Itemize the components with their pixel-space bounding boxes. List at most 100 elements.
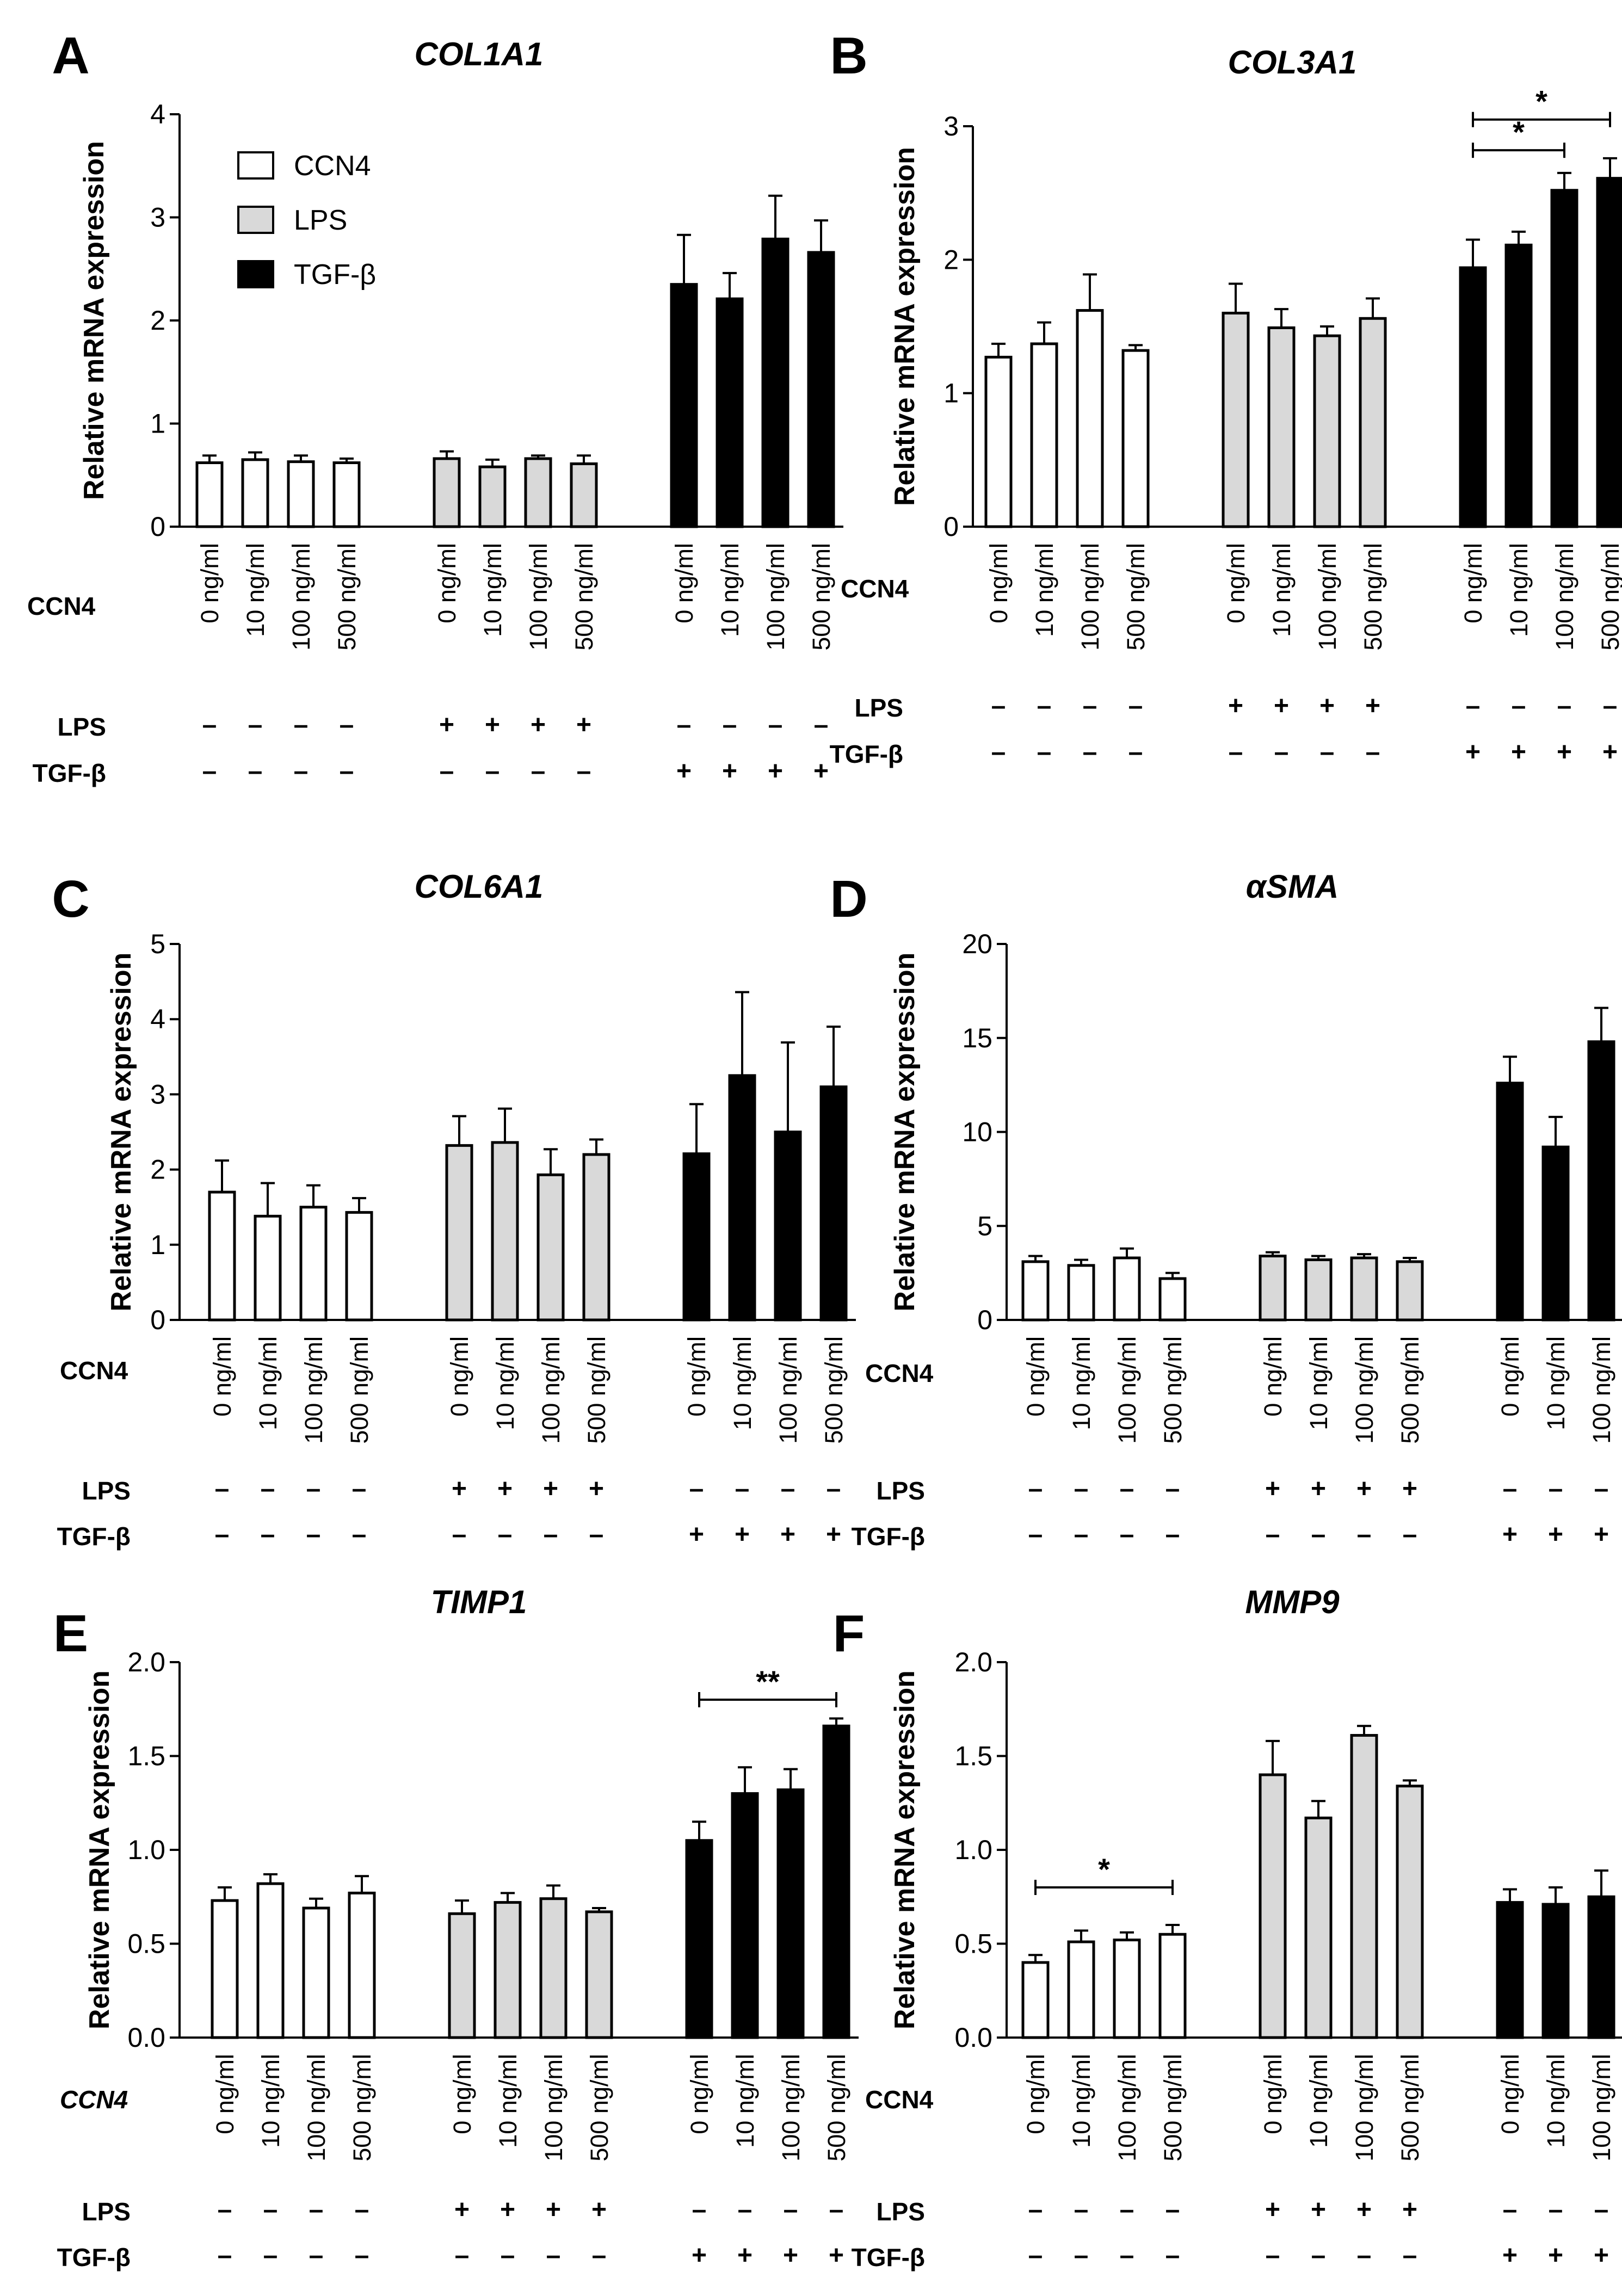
lps-indicator: – [1503, 1474, 1518, 1503]
bar [539, 1897, 568, 2039]
x-tick-label: 500 ng/ml [1159, 1336, 1187, 1444]
tgf-indicator: – [546, 2241, 561, 2270]
x-tick-label: 0 ng/ml [1496, 1336, 1524, 1417]
lps-indicator: – [215, 1474, 230, 1503]
lps-indicator: – [1037, 692, 1052, 720]
y-axis-label: Relative mRNA expression [106, 953, 137, 1312]
row-label-lps: LPS [82, 2198, 131, 2226]
tgf-indicator: – [1366, 738, 1380, 767]
chart-title: COL6A1 [415, 868, 544, 905]
x-tick-label: 100 ng/ml [1313, 543, 1341, 651]
x-tick-label: 10 ng/ml [1068, 2054, 1095, 2148]
bar [524, 457, 552, 528]
panel-letter: F [833, 1604, 865, 1663]
bar [1076, 309, 1104, 528]
lps-indicator: – [1549, 1474, 1563, 1503]
y-tick-label: 5 [977, 1211, 992, 1241]
lps-indicator: + [1265, 1474, 1280, 1503]
bar [1496, 1082, 1524, 1322]
tgf-indicator: – [1074, 1520, 1089, 1549]
y-tick-label: 4 [150, 1004, 165, 1034]
y-tick-label: 1.5 [954, 1741, 992, 1772]
x-tick-label: 0 ng/ml [683, 1336, 711, 1417]
y-tick-label: 1.5 [127, 1741, 165, 1772]
row-label-ccn4: CCN4 [865, 1359, 934, 1387]
x-tick-label: 10 ng/ml [494, 2054, 522, 2148]
panel-letter: E [53, 1604, 88, 1663]
bar [287, 460, 315, 528]
bar [1021, 1260, 1050, 1322]
bar [1067, 1264, 1095, 1322]
tgf-indicator: + [1465, 738, 1481, 767]
lps-indicator: + [454, 2195, 470, 2224]
tgf-indicator: + [737, 2241, 753, 2270]
lps-indicator: – [340, 711, 354, 739]
bar [1259, 1255, 1287, 1322]
lps-indicator: + [531, 711, 546, 739]
tgf-indicator: – [1074, 2241, 1089, 2270]
y-tick-label: 15 [962, 1023, 992, 1053]
lps-indicator: + [589, 1474, 604, 1503]
bar [494, 1901, 522, 2039]
lps-indicator: – [202, 711, 217, 739]
lps-indicator: – [218, 2195, 232, 2224]
y-tick-label: 2 [150, 1155, 165, 1185]
tgf-indicator: – [1357, 1520, 1372, 1549]
tgf-indicator: + [689, 1520, 704, 1549]
x-tick-label: 500 ng/ml [807, 543, 835, 651]
x-tick-label: 0 ng/ml [1459, 543, 1487, 624]
chart-panel-E: E TIMP1 Relative mRNA expression 0.0 0.5 1.0 1… [53, 1584, 859, 2272]
x-tick-label: 500 ng/ml [583, 1336, 610, 1444]
x-tick-label: 500 ng/ml [820, 1336, 848, 1444]
tgf-indicator: + [826, 1520, 841, 1549]
lps-indicator: – [692, 2195, 707, 2224]
lps-indicator: – [781, 1474, 795, 1503]
chart-title: COL1A1 [415, 36, 544, 72]
y-tick-label: 1.0 [127, 1835, 165, 1865]
tgf-indicator: – [455, 2241, 470, 2270]
lps-indicator: + [1356, 2195, 1372, 2224]
tgf-indicator: – [202, 757, 217, 786]
lps-indicator: + [1365, 692, 1380, 720]
tgf-indicator: + [735, 1520, 750, 1549]
x-tick-label: 10 ng/ml [731, 2054, 759, 2148]
x-tick-label: 100 ng/ml [1588, 2054, 1615, 2162]
tgf-indicator: – [1229, 738, 1243, 767]
tgf-indicator: – [261, 1520, 275, 1549]
bar [807, 251, 835, 528]
x-tick-label: 10 ng/ml [1505, 543, 1533, 637]
lps-indicator: – [1603, 692, 1618, 720]
lps-indicator: – [1120, 2195, 1134, 2224]
tgf-indicator: + [1602, 738, 1618, 767]
tgf-indicator: – [1311, 1520, 1326, 1549]
x-tick-label: 0 ng/ml [211, 2054, 239, 2134]
bar [1313, 334, 1341, 528]
x-tick-label: 10 ng/ml [1268, 543, 1296, 637]
tgf-indicator: – [589, 1520, 604, 1549]
bar [345, 1211, 373, 1322]
row-label-tgf: TGF-β [852, 2243, 925, 2272]
lps-indicator: – [735, 1474, 750, 1503]
bar [682, 1152, 711, 1322]
bar [1396, 1785, 1424, 2039]
x-tick-label: 100 ng/ml [1113, 1336, 1141, 1444]
panel-letter: D [830, 870, 867, 928]
x-tick-label: 100 ng/ml [1588, 1336, 1615, 1444]
row-label-tgf: TGF-β [830, 740, 903, 768]
x-tick-label: 0 ng/ml [448, 2054, 476, 2134]
tgf-indicator: – [1266, 2241, 1280, 2270]
y-tick-label: 2.0 [127, 1647, 165, 1677]
lps-indicator: – [689, 1474, 704, 1503]
tgf-indicator: – [352, 1520, 367, 1549]
bar [1541, 1145, 1570, 1322]
bar [822, 1724, 850, 2039]
y-axis-label: Relative mRNA expression [889, 147, 921, 506]
x-tick-label: 10 ng/ml [1542, 2054, 1570, 2148]
bar [1113, 1939, 1141, 2039]
tgf-indicator: – [592, 2241, 607, 2270]
y-tick-label: 0.5 [127, 1929, 165, 1959]
legend-label: CCN4 [294, 150, 371, 182]
lps-indicator: + [543, 1474, 558, 1503]
lps-indicator: + [576, 711, 591, 739]
